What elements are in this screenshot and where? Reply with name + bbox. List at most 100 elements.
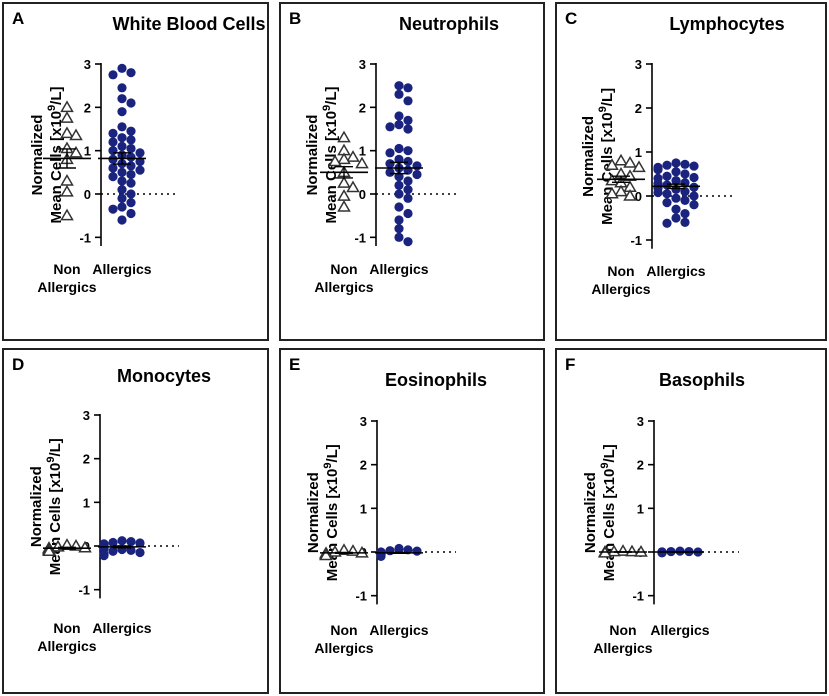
allergic-point [126,198,136,208]
panel-letter: B [289,9,302,28]
allergic-point [117,63,127,73]
y-tick-label: 1 [83,495,90,510]
allergic-point [394,224,404,234]
chart-title: Eosinophils [385,370,487,390]
allergic-point [671,176,681,186]
allergic-point [394,111,404,121]
chart-title: White Blood Cells [113,14,266,34]
allergic-point [689,182,699,192]
x-category-label: Allergics [369,622,428,638]
y-axis-label-line1: Normalized [29,115,46,196]
allergic-point [126,135,136,145]
y-tick-label: 2 [360,458,367,473]
y-axis-label-main: Mean Cells [x10 [323,111,340,224]
allergic-point [403,193,413,203]
allergic-point [117,94,127,104]
x-category-label: Allergics [650,622,709,638]
allergic-point [394,232,404,242]
y-tick-label: 3 [637,414,644,429]
non-allergic-point [337,130,351,143]
chart-title: Basophils [659,370,745,390]
y-axis-label-main: Mean Cells [x10 [48,111,65,224]
allergic-point [680,209,690,219]
allergic-point [126,189,136,199]
x-category-label: Allergics [369,261,428,277]
non-allergic-point [60,111,74,123]
allergic-point [403,83,413,93]
allergic-point [689,191,699,201]
non-allergic-point [605,186,619,199]
non-allergic-point [60,184,74,197]
y-axis-label-main: Mean Cells [x10 [47,463,64,576]
allergic-point [126,178,136,188]
allergic-point [403,176,413,186]
panel-c: C Lymphocytes 3 2 1 0 -1 Normalized Mean Cells [… [555,2,827,341]
non-allergic-point [605,158,619,170]
y-tick-label: -1 [78,583,90,598]
allergic-point [108,146,118,156]
x-category-label: Non [53,620,80,636]
non-allergic-point [60,126,74,139]
y-axis-label-sup: 9 [45,457,57,463]
allergic-point [126,161,136,171]
y-axis-label-line1: Normalized [580,116,597,197]
allergic-point [671,204,681,214]
allergic-point [117,536,127,546]
allergic-point [126,537,136,547]
y-tick-label: 1 [637,501,644,516]
allergic-point [394,172,404,182]
y-axis-label-tail: /L] [48,86,65,104]
x-category-label: Allergics [37,638,96,654]
x-category-label: Non [609,622,636,638]
allergic-point [117,215,127,225]
y-axis-label-line2: Mean Cells [x109/L] [599,444,618,581]
y-tick-label: 1 [359,144,366,159]
allergic-point [394,81,404,91]
allergic-point [671,213,681,223]
allergic-point [394,143,404,154]
allergic-point [135,165,145,175]
allergic-point [689,161,699,171]
allergic-point [117,122,127,132]
allergic-point [117,83,127,93]
allergic-point [671,158,681,168]
y-axis-label-sup: 9 [46,105,58,111]
y-axis-label-sup: 9 [321,105,333,111]
allergic-point [108,128,118,138]
allergic-point [671,167,681,177]
allergic-point [108,546,118,556]
y-axis-label-line2: Mean Cells [x109/L] [322,444,341,581]
y-tick-label: -1 [632,589,644,604]
y-axis-label-tail: /L] [324,444,341,462]
allergic-point [403,156,413,167]
allergic-point [117,107,127,117]
x-category-label: Allergics [591,281,650,297]
y-tick-label: 3 [360,414,367,429]
allergic-point [385,167,395,177]
allergic-point [126,98,136,108]
y-tick-label: 1 [84,144,91,159]
y-tick-label: 0 [635,189,642,204]
allergic-point [689,200,699,210]
allergic-point [394,543,404,554]
x-category-label: Non [330,261,357,277]
allergic-point [394,215,404,225]
y-axis-label-tail: /L] [599,88,616,106]
x-category-label: Allergics [593,640,652,656]
non-allergic-point [337,200,351,212]
y-tick-label: 2 [359,100,366,115]
y-tick-label: 3 [635,57,642,72]
allergic-point [126,68,136,78]
y-tick-label: 2 [83,452,90,467]
allergic-point [662,198,672,208]
y-axis-label-tail: /L] [601,444,618,462]
allergic-point [680,159,690,169]
x-category-label: Non [53,261,80,277]
x-category-label: Allergics [92,261,151,277]
y-axis-label-line2: Mean Cells [x109/L] [597,88,616,225]
non-allergic-point [355,156,369,169]
y-tick-label: 0 [359,187,366,202]
